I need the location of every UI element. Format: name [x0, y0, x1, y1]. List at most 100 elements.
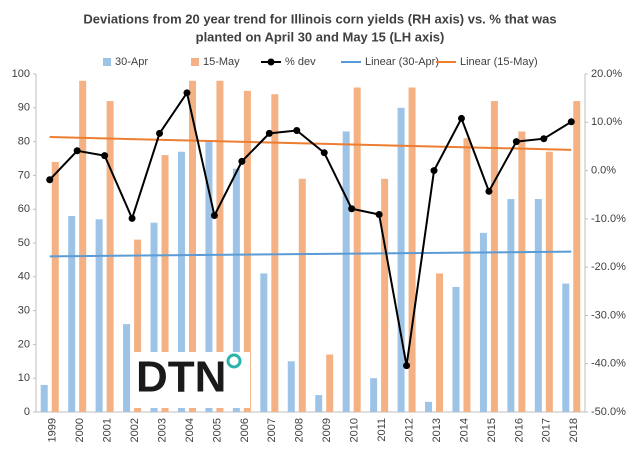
x-tick-label: 2001 [102, 418, 114, 442]
line-point [567, 118, 575, 126]
bar [177, 151, 185, 413]
bar [79, 80, 87, 412]
x-tick-label: 2015 [486, 418, 498, 442]
line-point [46, 176, 54, 184]
x-tick-label: 2000 [74, 418, 86, 442]
x-tick-label: 2007 [266, 418, 278, 442]
bar [150, 222, 158, 412]
bar [381, 178, 389, 412]
line-point [320, 149, 328, 157]
bar [326, 354, 334, 412]
line-point [183, 89, 191, 97]
x-tick-label: 2016 [513, 418, 525, 442]
line-point [265, 129, 273, 137]
legend-label: 30-Apr [115, 56, 148, 68]
bar [287, 361, 295, 412]
bar [271, 94, 279, 412]
bar [573, 101, 581, 412]
bar [518, 131, 526, 412]
bar [68, 215, 76, 412]
y-tick-label: 10 [18, 372, 30, 384]
y-tick-label: 100 [12, 68, 30, 80]
bar [298, 178, 306, 412]
x-tick-label: 2005 [211, 418, 223, 442]
legend-label: 15-May [203, 56, 240, 68]
legend-swatch [103, 58, 111, 66]
bar [463, 138, 471, 412]
bar [161, 155, 169, 412]
y2-tick-label: -40.0% [591, 358, 626, 370]
x-tick-label: 1999 [47, 418, 59, 442]
line-point [348, 205, 356, 213]
y-tick-label: 20 [18, 338, 30, 350]
x-tick-label: 2004 [184, 418, 196, 442]
bar [479, 232, 487, 412]
bar [51, 161, 59, 412]
chart-title: planted on April 30 and May 15 (LH axis) [196, 29, 445, 44]
x-tick-label: 2008 [294, 418, 306, 442]
bar [353, 87, 361, 413]
bar [243, 90, 251, 413]
line-point [540, 135, 548, 143]
x-tick-label: 2010 [349, 418, 361, 442]
y-tick-label: 50 [18, 237, 30, 249]
y-tick-label: 30 [18, 305, 30, 317]
line-point [128, 214, 136, 222]
line-point [293, 126, 301, 134]
bar [490, 101, 498, 412]
bar [562, 283, 570, 412]
y2-tick-label: 10.0% [591, 116, 622, 128]
bar [315, 395, 323, 412]
bar [370, 378, 378, 412]
y-tick-label: 90 [18, 102, 30, 114]
bar [397, 107, 405, 413]
bar [40, 384, 48, 412]
bar [425, 401, 433, 412]
line [48, 90, 572, 366]
line-point [457, 114, 465, 122]
y2-tick-label: 20.0% [591, 68, 622, 80]
line-point [210, 211, 218, 219]
trendline [49, 250, 572, 258]
bar [534, 199, 542, 412]
logo-dot [226, 353, 242, 369]
y-tick-label: 0 [24, 406, 30, 418]
line-point [485, 187, 493, 195]
y2-tick-label: -10.0% [591, 213, 626, 225]
y-tick-label: 60 [18, 203, 30, 215]
logo: DTN [136, 353, 226, 402]
bar [436, 273, 444, 412]
y2-tick-label: 0.0% [591, 164, 616, 176]
legend-label: % dev [285, 56, 316, 68]
x-tick-label: 2012 [403, 418, 415, 442]
bar [134, 239, 142, 412]
line-point [403, 362, 411, 370]
y-tick-label: 40 [18, 271, 30, 283]
bar [342, 131, 350, 412]
bar [260, 273, 268, 412]
line-point [430, 167, 438, 175]
bar [216, 80, 224, 412]
x-tick-label: 2006 [239, 418, 251, 442]
legend-swatch [267, 58, 275, 66]
legend-label: Linear (15-May) [460, 56, 538, 68]
x-tick-label: 2009 [321, 418, 333, 442]
bar [507, 199, 515, 412]
x-tick-label: 2013 [431, 418, 443, 442]
bar [452, 286, 460, 412]
y2-tick-label: -20.0% [591, 261, 626, 273]
x-tick-label: 2018 [568, 418, 580, 442]
y2-tick-label: -30.0% [591, 309, 626, 321]
bar [188, 80, 196, 412]
logo-background [132, 352, 250, 408]
x-tick-label: 2011 [376, 418, 388, 442]
x-tick-label: 2017 [541, 418, 553, 442]
line-point [156, 129, 164, 137]
bar [408, 87, 416, 413]
line-point [238, 157, 246, 165]
x-tick-label: 2014 [458, 418, 470, 442]
y-tick-label: 70 [18, 169, 30, 181]
line-point [73, 147, 81, 155]
chart-title: Deviations from 20 year trend for Illino… [83, 11, 556, 26]
